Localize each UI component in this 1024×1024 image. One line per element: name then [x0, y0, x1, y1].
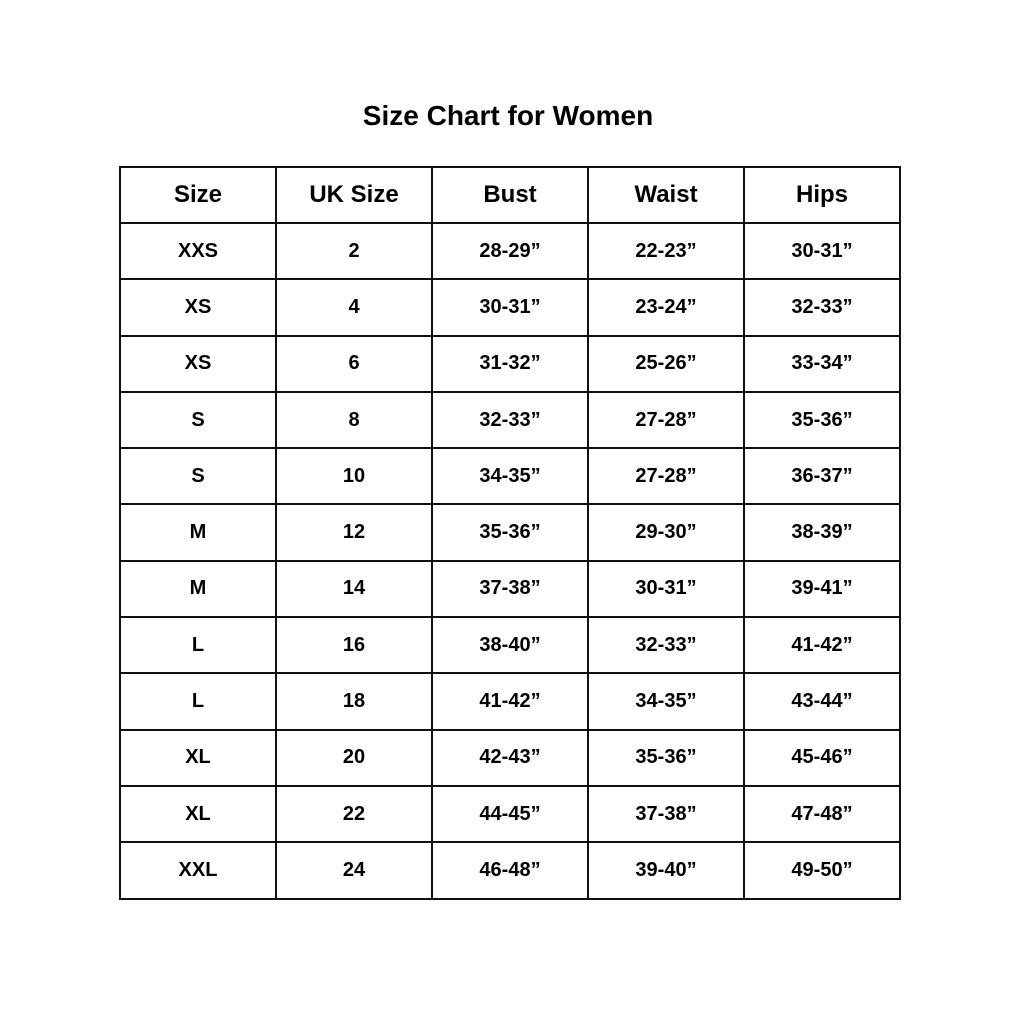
cell-uk-size: 20	[275, 728, 433, 787]
cell-hips: 47-48”	[743, 784, 901, 844]
table-row: XL 22 44-45” 37-38” 47-48”	[119, 784, 901, 844]
cell-waist: 30-31”	[587, 559, 745, 619]
cell-uk-size: 6	[275, 334, 433, 393]
cell-waist: 27-28”	[587, 390, 745, 450]
cell-uk-size: 4	[275, 278, 433, 337]
table-body: XXS 2 28-29” 22-23” 30-31” XS 4 30-31” 23-24” 32-…	[119, 221, 901, 900]
cell-size: L	[119, 672, 277, 731]
cell-size: XL	[119, 728, 277, 787]
cell-bust: 41-42”	[431, 672, 589, 731]
cell-bust: 44-45”	[431, 784, 589, 844]
cell-uk-size: 10	[275, 447, 433, 506]
cell-hips: 38-39”	[743, 503, 901, 562]
cell-hips: 45-46”	[743, 728, 901, 787]
cell-uk-size: 2	[275, 221, 433, 281]
cell-waist: 27-28”	[587, 447, 745, 506]
table-row: XS 6 31-32” 25-26” 33-34”	[119, 334, 901, 393]
cell-size: XS	[119, 334, 277, 393]
cell-hips: 30-31”	[743, 221, 901, 281]
size-chart-table: Size UK Size Bust Waist Hips XXS 2 28-29” 22-23…	[119, 166, 901, 900]
table-row: L 16 38-40” 32-33” 41-42”	[119, 616, 901, 675]
cell-hips: 39-41”	[743, 559, 901, 619]
cell-hips: 43-44”	[743, 672, 901, 731]
cell-bust: 28-29”	[431, 221, 589, 281]
cell-waist: 34-35”	[587, 672, 745, 731]
cell-uk-size: 14	[275, 559, 433, 619]
cell-size: XXS	[119, 221, 277, 281]
cell-size: XXL	[119, 841, 277, 900]
table-row: L 18 41-42” 34-35” 43-44”	[119, 672, 901, 731]
cell-size: M	[119, 559, 277, 619]
cell-size: XS	[119, 278, 277, 337]
cell-waist: 25-26”	[587, 334, 745, 393]
table-row: XL 20 42-43” 35-36” 45-46”	[119, 728, 901, 787]
column-header-uk-size: UK Size	[275, 166, 433, 224]
column-header-hips: Hips	[743, 166, 901, 224]
cell-waist: 23-24”	[587, 278, 745, 337]
cell-bust: 34-35”	[431, 447, 589, 506]
column-header-bust: Bust	[431, 166, 589, 224]
cell-hips: 35-36”	[743, 390, 901, 450]
table-row: XXS 2 28-29” 22-23” 30-31”	[119, 221, 901, 281]
cell-bust: 42-43”	[431, 728, 589, 787]
cell-bust: 31-32”	[431, 334, 589, 393]
cell-bust: 30-31”	[431, 278, 589, 337]
cell-waist: 35-36”	[587, 728, 745, 787]
header-row: Size UK Size Bust Waist Hips	[119, 166, 901, 224]
cell-uk-size: 16	[275, 616, 433, 675]
cell-waist: 22-23”	[587, 221, 745, 281]
cell-waist: 37-38”	[587, 784, 745, 844]
cell-size: L	[119, 616, 277, 675]
cell-hips: 36-37”	[743, 447, 901, 506]
table-row: XS 4 30-31” 23-24” 32-33”	[119, 278, 901, 337]
cell-bust: 35-36”	[431, 503, 589, 562]
cell-uk-size: 22	[275, 784, 433, 844]
cell-size: M	[119, 503, 277, 562]
cell-bust: 46-48”	[431, 841, 589, 900]
cell-waist: 29-30”	[587, 503, 745, 562]
cell-size: S	[119, 390, 277, 450]
cell-waist: 32-33”	[587, 616, 745, 675]
cell-uk-size: 8	[275, 390, 433, 450]
column-header-waist: Waist	[587, 166, 745, 224]
table-row: S 8 32-33” 27-28” 35-36”	[119, 390, 901, 450]
cell-hips: 41-42”	[743, 616, 901, 675]
cell-hips: 32-33”	[743, 278, 901, 337]
table-row: M 12 35-36” 29-30” 38-39”	[119, 503, 901, 562]
cell-bust: 32-33”	[431, 390, 589, 450]
cell-waist: 39-40”	[587, 841, 745, 900]
page-title: Size Chart for Women	[362, 100, 654, 131]
table-row: XXL 24 46-48” 39-40” 49-50”	[119, 841, 901, 900]
table-row: M 14 37-38” 30-31” 39-41”	[119, 559, 901, 619]
table-row: S 10 34-35” 27-28” 36-37”	[119, 447, 901, 506]
cell-size: XL	[119, 784, 277, 844]
cell-size: S	[119, 447, 277, 506]
cell-bust: 38-40”	[431, 616, 589, 675]
cell-uk-size: 18	[275, 672, 433, 731]
cell-uk-size: 12	[275, 503, 433, 562]
cell-bust: 37-38”	[431, 559, 589, 619]
cell-hips: 33-34”	[743, 334, 901, 393]
column-header-size: Size	[119, 166, 277, 224]
cell-uk-size: 24	[275, 841, 433, 900]
cell-hips: 49-50”	[743, 841, 901, 900]
